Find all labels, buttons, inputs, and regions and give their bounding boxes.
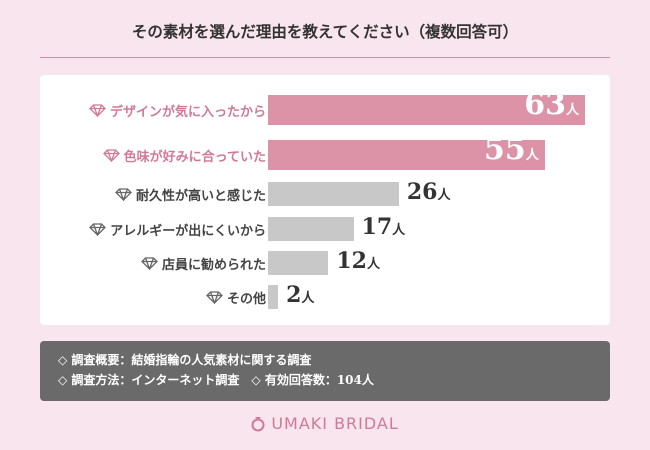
bar [268,251,329,275]
value-label: 2人 [286,282,315,308]
chart-row: 店員に勧められた 12人 [40,248,610,275]
diamond-icon [206,290,223,304]
brand-name: UMAKI BRIDAL [271,414,399,433]
title-divider [40,57,610,58]
value-label: 17人 [361,214,406,240]
value-label: 63人 [524,87,579,122]
value-label: 26人 [406,179,451,205]
survey-note-line: ◇ 調査方法：インターネット調査 ◇ 有効回答数：104人 [58,373,374,387]
chart-row: アレルギーが出にくいから 17人 [40,214,610,241]
value-label: 12人 [336,248,381,274]
chart-row: その他 2人 [40,282,610,309]
diamond-icon [115,187,132,201]
diamond-icon [102,148,120,162]
category-label: アレルギーが出にくいから [89,217,266,241]
diamond-icon [89,222,107,236]
survey-note: ◇ 調査概要：結婚指輪の人気素材に関する調査 ◇ 調査方法：インターネット調査 … [40,341,610,401]
category-text: デザインが気に入ったから [109,104,266,120]
survey-note-line: ◇ 調査概要：結婚指輪の人気素材に関する調査 [58,353,312,367]
diamond-icon [141,256,158,270]
category-text: その他 [226,291,266,307]
bar [268,95,585,125]
bar [268,285,279,309]
brand-logo: UMAKI BRIDAL [0,414,650,433]
chart-title: その素材を選んだ理由を教えてください（複数回答可） [131,22,519,41]
diamond-icon [89,103,106,117]
category-label: 店員に勧められた [141,251,266,275]
value-label: 55人 [483,132,539,167]
chart-row: 耐久性が高いと感じた 26人 [40,179,610,206]
category-text: アレルギーが出にくいから [110,223,266,239]
chart-row: デザインが気に入ったから 63人 [40,87,610,125]
category-label: その他 [206,285,266,309]
chart-row: 色味が好みに合っていた 55人 [40,132,610,170]
category-text: 耐久性が高いと感じた [135,188,266,204]
category-text: 店員に勧められた [161,257,266,273]
category-text: 色味が好みに合っていた [123,149,266,165]
bar [268,140,545,170]
category-label: 色味が好みに合っていた [102,140,266,170]
category-label: デザインが気に入ったから [89,95,266,125]
chart-panel: デザインが気に入ったから 63人色味が好みに合っていた 55人耐久性が高いと感じた 2… [40,75,610,325]
category-label: 耐久性が高いと感じた [115,182,266,206]
bar [268,182,399,206]
ring-icon [251,417,265,432]
bar [268,217,354,241]
